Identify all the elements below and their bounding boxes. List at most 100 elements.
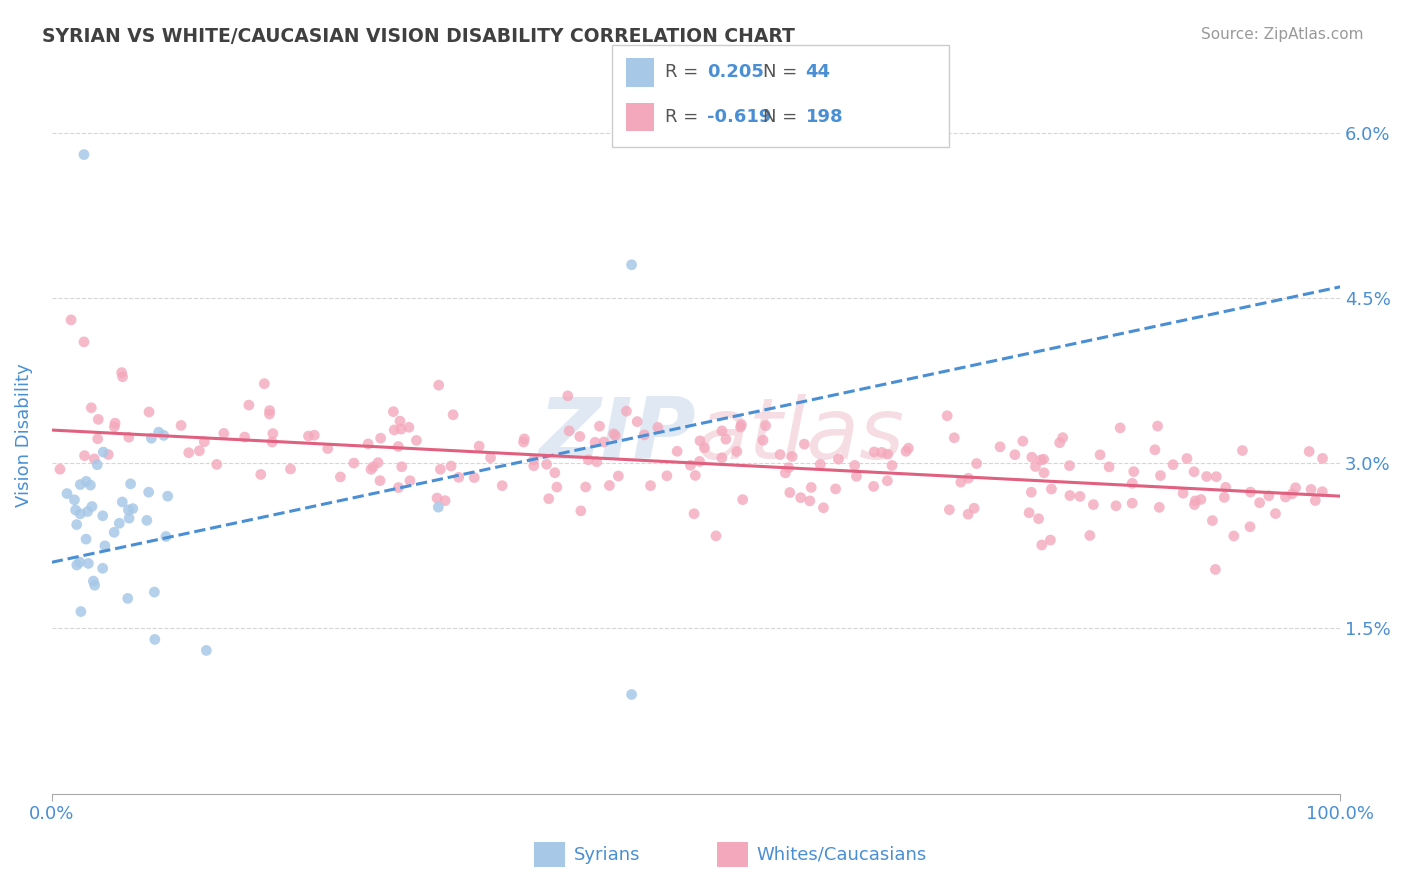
Point xyxy=(1105,499,1128,513)
Text: SYRIAN VS WHITE/CAUCASIAN VISION DISABILITY CORRELATION CHART: SYRIAN VS WHITE/CAUCASIAN VISION DISABIL… xyxy=(42,27,794,45)
Point xyxy=(118,430,141,444)
Point xyxy=(177,446,200,460)
Point xyxy=(259,407,281,421)
Point xyxy=(77,557,100,571)
Point xyxy=(1239,520,1261,534)
Point xyxy=(427,378,450,392)
Text: Source: ZipAtlas.com: Source: ZipAtlas.com xyxy=(1201,27,1364,42)
Point xyxy=(389,422,412,436)
Point xyxy=(83,578,105,592)
Point xyxy=(135,513,157,527)
Point xyxy=(399,474,422,488)
Point xyxy=(468,439,491,453)
Point xyxy=(1284,481,1306,495)
Point xyxy=(1031,538,1053,552)
Point xyxy=(1310,484,1333,499)
Point xyxy=(111,366,134,380)
Point xyxy=(957,507,980,521)
Point xyxy=(683,507,706,521)
Point xyxy=(91,445,114,459)
Point xyxy=(357,437,380,451)
Point xyxy=(1032,452,1054,467)
Point xyxy=(120,476,142,491)
Point xyxy=(66,517,89,532)
Point xyxy=(1021,485,1043,500)
Point xyxy=(367,456,389,470)
Point xyxy=(86,432,108,446)
Point xyxy=(391,459,413,474)
Point xyxy=(361,459,384,474)
Point xyxy=(1028,512,1050,526)
Text: N =: N = xyxy=(763,108,803,126)
Point xyxy=(949,475,972,489)
Point xyxy=(343,456,366,470)
Point xyxy=(1274,490,1296,504)
Point xyxy=(370,431,392,445)
Point xyxy=(297,429,319,443)
Point xyxy=(329,470,352,484)
Point xyxy=(1052,431,1074,445)
Point xyxy=(118,511,141,525)
Point xyxy=(212,426,235,441)
Point xyxy=(111,495,134,509)
Point xyxy=(523,458,546,473)
Point xyxy=(897,441,920,455)
Point xyxy=(87,412,110,426)
Point xyxy=(620,688,643,702)
Point xyxy=(844,458,866,473)
Point xyxy=(523,453,546,467)
Point xyxy=(876,474,898,488)
Point xyxy=(75,475,97,489)
Point xyxy=(117,503,139,517)
Point xyxy=(141,431,163,445)
Point xyxy=(894,444,917,458)
Point xyxy=(607,469,630,483)
Point xyxy=(1161,458,1184,472)
Point xyxy=(426,491,449,505)
Point xyxy=(1029,453,1052,467)
Point xyxy=(1184,498,1206,512)
Point xyxy=(382,423,405,437)
Point xyxy=(1040,482,1063,496)
Point xyxy=(588,419,610,434)
Point xyxy=(1204,562,1226,576)
Point xyxy=(800,480,823,494)
Y-axis label: Vision Disability: Vision Disability xyxy=(15,364,32,508)
Point xyxy=(66,558,89,572)
Point xyxy=(1122,465,1144,479)
Text: R =: R = xyxy=(665,63,704,81)
Point xyxy=(405,434,427,448)
Point xyxy=(1146,419,1168,434)
Point xyxy=(585,455,607,469)
Point xyxy=(620,258,643,272)
Point xyxy=(1059,489,1081,503)
Point xyxy=(778,460,800,475)
Text: atlas: atlas xyxy=(696,394,904,477)
Point xyxy=(1205,469,1227,483)
Point xyxy=(710,424,733,438)
Point xyxy=(108,516,131,531)
Point xyxy=(73,147,96,161)
Point xyxy=(876,447,898,461)
Point xyxy=(626,415,648,429)
Point xyxy=(537,491,560,506)
Point xyxy=(170,418,193,433)
Point xyxy=(441,408,464,422)
Point xyxy=(689,434,711,448)
Point xyxy=(1018,506,1040,520)
Point xyxy=(710,450,733,465)
Point xyxy=(205,458,228,472)
Point xyxy=(63,492,86,507)
Point xyxy=(1232,443,1254,458)
Point xyxy=(360,462,382,476)
Point xyxy=(111,369,134,384)
Point xyxy=(752,434,775,448)
Point xyxy=(1039,533,1062,547)
Point xyxy=(862,479,884,493)
Point xyxy=(143,632,166,647)
Point xyxy=(60,313,83,327)
Point xyxy=(1033,466,1056,480)
Point xyxy=(479,450,502,465)
Point xyxy=(1021,450,1043,465)
Point xyxy=(575,480,598,494)
